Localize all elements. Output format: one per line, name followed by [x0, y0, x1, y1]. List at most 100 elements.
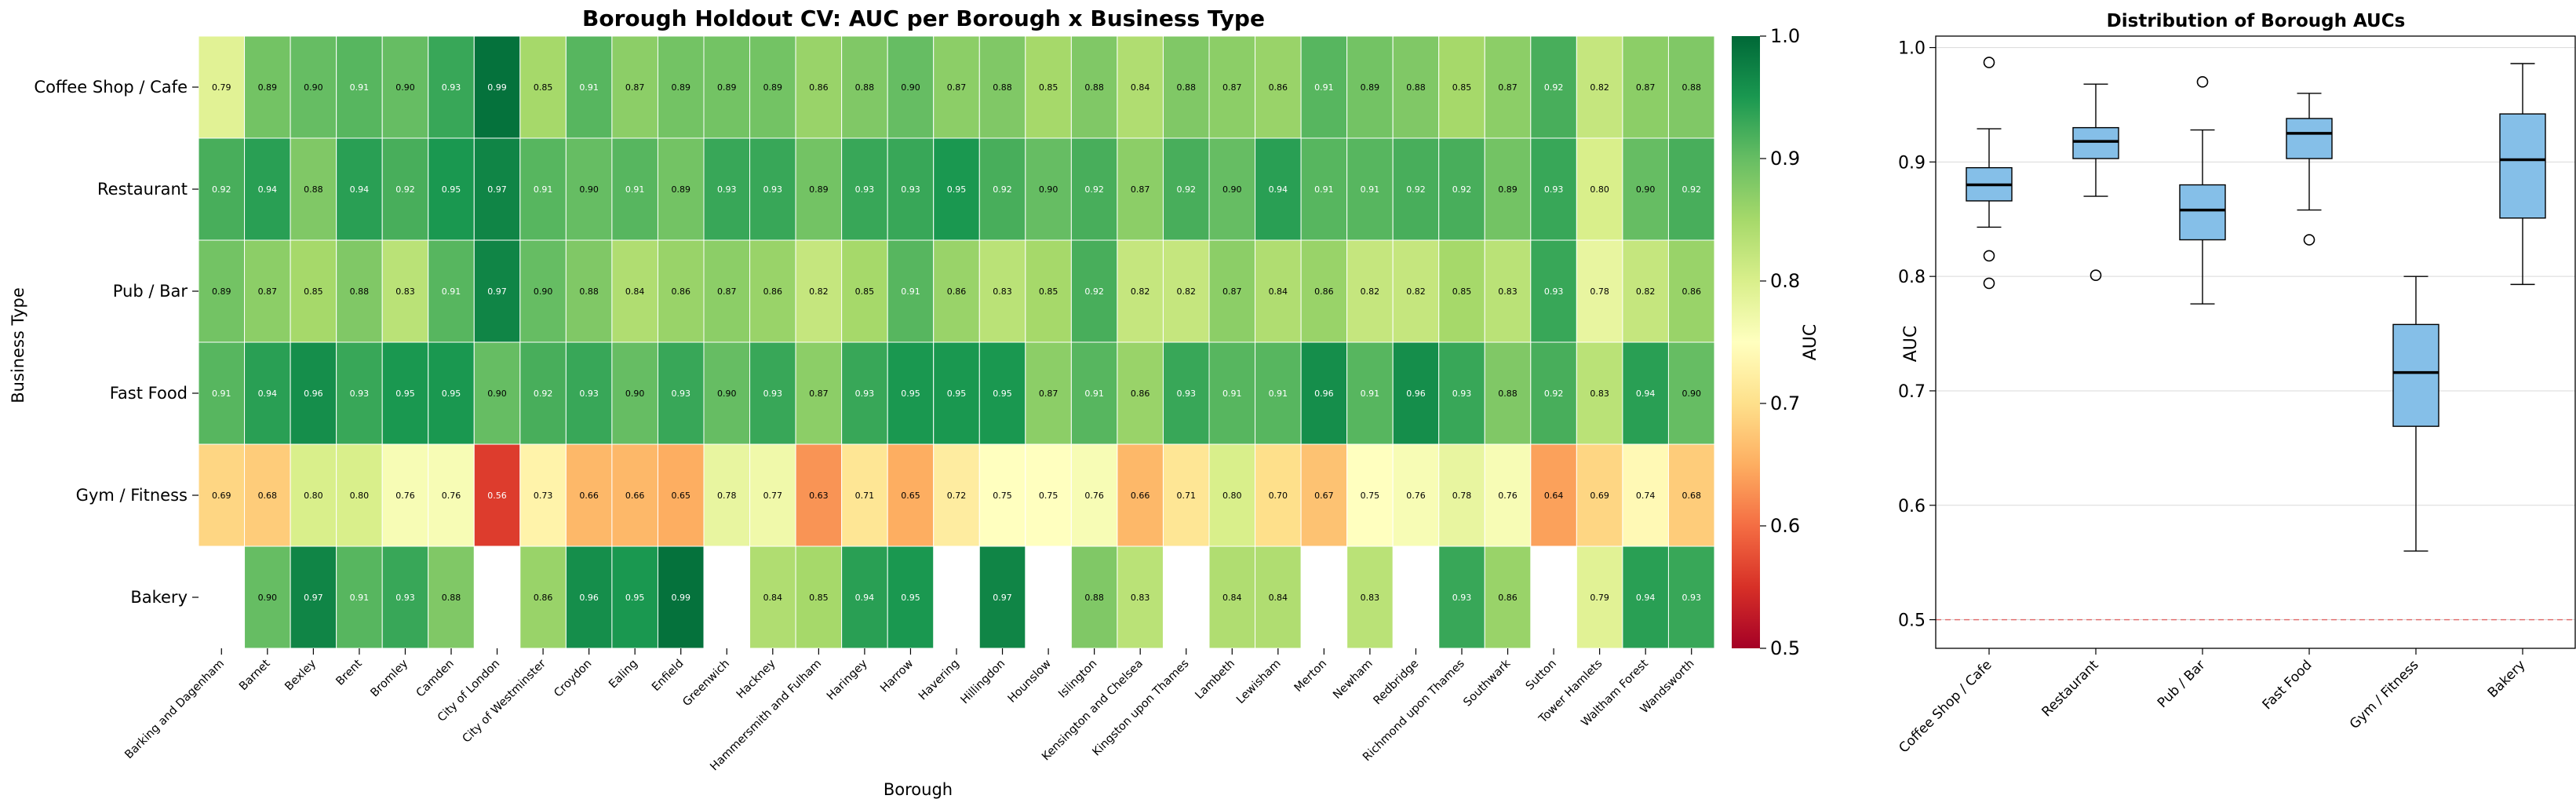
heatmap-cell [887, 341, 935, 445]
heatmap-cell [1576, 239, 1623, 343]
heatmap-cell [198, 35, 246, 139]
heatmap-cell [1576, 341, 1623, 445]
heatmap-cell-value: 0.93 [1452, 389, 1472, 399]
heatmap-cell-value: 0.92 [212, 184, 231, 195]
heatmap-cell-value: 0.87 [1222, 286, 1242, 297]
heatmap-column-label: Sutton [1524, 658, 1559, 693]
heatmap-cell [657, 545, 705, 649]
heatmap-cell-value: 0.68 [1682, 491, 1701, 501]
colorbar-tick-label: 0.7 [1770, 392, 1800, 414]
heatmap-cell-value: 0.87 [1636, 82, 1656, 93]
heatmap-cell-value: 0.76 [1498, 491, 1518, 501]
heatmap-column-label: Greenwich [680, 658, 732, 710]
heatmap-cell-value: 0.83 [1361, 593, 1380, 603]
heatmap-cell-value: 0.83 [1590, 389, 1609, 399]
iqr-box [2179, 184, 2226, 241]
heatmap-cell-value: 0.89 [1498, 184, 1518, 195]
boxplot-panel: Distribution of Borough AUCs AUC 0.50.60… [1896, 11, 2576, 757]
boxplot-category-label: Restaurant [2039, 657, 2102, 720]
heatmap-cell [1255, 443, 1302, 547]
heatmap-cell-value: 0.88 [442, 593, 461, 603]
heatmap-cell-value: 0.99 [671, 593, 690, 603]
iqr-box [2286, 118, 2333, 159]
heatmap-cell-value: 0.71 [1176, 491, 1196, 501]
heatmap-cell [381, 137, 429, 241]
outlier-point [1983, 57, 1995, 68]
heatmap-column-label: Hounslow [1006, 657, 1054, 705]
heatmap-cell-value: 0.82 [1406, 286, 1426, 297]
boxplot-y-ticks: 0.5 0.6 0.7 0.8 0.9 1.0 [1898, 39, 1936, 631]
heatmap-cell [244, 137, 291, 241]
heatmap-cell-value: 0.83 [1498, 286, 1518, 297]
heatmap-column-label: Bexley [282, 657, 319, 693]
heatmap-cell [841, 239, 888, 343]
heatmap-cell-value: 0.91 [350, 593, 370, 603]
heatmap-cell [290, 341, 337, 445]
heatmap-cell-value: 0.86 [763, 286, 783, 297]
heatmap-column-label: Hillingdon [959, 658, 1008, 707]
heatmap-cell [933, 443, 980, 547]
heatmap-cell-value: 0.85 [1039, 286, 1058, 297]
heatmap-cell [887, 137, 935, 241]
heatmap-cell-value: 0.93 [442, 82, 461, 93]
heatmap-cell [611, 137, 658, 241]
boxplot-box [2286, 93, 2333, 246]
heatmap-cell [1025, 239, 1072, 343]
heatmap-column-label: City of Westminster [461, 657, 548, 745]
heatmap-cell-value: 0.76 [1406, 491, 1426, 501]
heatmap-cell [1576, 35, 1623, 139]
heatmap-cell [1576, 443, 1623, 547]
heatmap-row-label: Coffee Shop / Cafe [34, 78, 188, 97]
heatmap-cell-value: 0.84 [625, 286, 645, 297]
heatmap-cell [244, 35, 291, 139]
heatmap-column-label: Croydon [552, 658, 594, 700]
heatmap-cell-value: 0.88 [1498, 389, 1518, 399]
heatmap-cell-value: 0.92 [395, 184, 415, 195]
heatmap-cell-value: 0.88 [1084, 593, 1104, 603]
heatmap-cell [749, 239, 796, 343]
heatmap-cell-value: 0.78 [1452, 491, 1472, 501]
heatmap-cell [1667, 137, 1715, 241]
heatmap-cell [703, 341, 751, 445]
heatmap-cell-value: 0.92 [1544, 389, 1564, 399]
heatmap-cell [749, 137, 796, 241]
heatmap-cell [1392, 341, 1440, 445]
heatmap-cell-value: 0.91 [534, 184, 553, 195]
heatmap-cell-value: 0.93 [901, 184, 920, 195]
heatmap-cell-value: 0.86 [671, 286, 690, 297]
heatmap-cell-value: 0.86 [1269, 82, 1288, 93]
boxplot-category-label: Gym / Fitness [2347, 657, 2422, 732]
colorbar-tick-label: 0.9 [1770, 148, 1800, 170]
heatmap-cell [611, 545, 658, 649]
boxplot-boxes [1966, 57, 2546, 552]
heatmap-cell-value: 0.96 [579, 593, 599, 603]
heatmap-cell [1070, 35, 1118, 139]
heatmap-column-label: Harrow [878, 657, 916, 695]
heatmap-cell-value: 0.95 [625, 593, 645, 603]
boxplot-category-label: Bakery [2485, 657, 2529, 701]
heatmap-cell [1070, 137, 1118, 241]
heatmap-cell [887, 239, 935, 343]
heatmap-cell-value: 0.78 [1590, 286, 1609, 297]
heatmap-cell-value: 0.78 [717, 491, 737, 501]
heatmap-cell [1208, 239, 1256, 343]
boxplot-title: Distribution of Borough AUCs [2107, 11, 2406, 31]
outlier-point [2303, 234, 2315, 246]
heatmap-cell-value: 0.91 [1222, 389, 1242, 399]
heatmap-cell [1346, 137, 1394, 241]
colorbar-tick-label: 0.6 [1770, 515, 1800, 537]
heatmap-cell-value: 0.79 [1590, 593, 1609, 603]
heatmap-cell [1438, 443, 1485, 547]
heatmap-cell [1025, 443, 1072, 547]
heatmap-cell-value: 0.97 [304, 593, 323, 603]
heatmap-cell-value: 0.90 [487, 389, 507, 399]
heatmap-cell-value: 0.92 [1084, 286, 1104, 297]
heatmap-cell-value: 0.90 [625, 389, 645, 399]
heatmap-cell-value: 0.90 [1222, 184, 1242, 195]
heatmap-column-label: Southwark [1461, 657, 1513, 709]
heatmap-cell-value: 0.91 [1361, 389, 1380, 399]
heatmap-cell [565, 137, 613, 241]
heatmap-cell [1117, 137, 1164, 241]
heatmap-cell-value: 0.64 [1544, 491, 1564, 501]
